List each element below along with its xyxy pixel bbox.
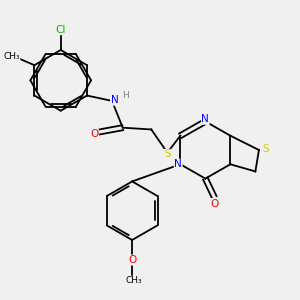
Text: N: N <box>111 95 119 105</box>
Text: O: O <box>90 129 98 139</box>
Text: Cl: Cl <box>56 25 66 34</box>
Text: S: S <box>263 144 269 154</box>
Text: O: O <box>210 199 218 208</box>
Text: N: N <box>202 114 209 124</box>
Text: O: O <box>128 255 136 265</box>
Text: S: S <box>164 149 171 160</box>
Text: CH₃: CH₃ <box>3 52 20 62</box>
Text: CH₃: CH₃ <box>126 276 142 285</box>
Text: N: N <box>174 159 182 169</box>
Text: H: H <box>122 91 129 100</box>
